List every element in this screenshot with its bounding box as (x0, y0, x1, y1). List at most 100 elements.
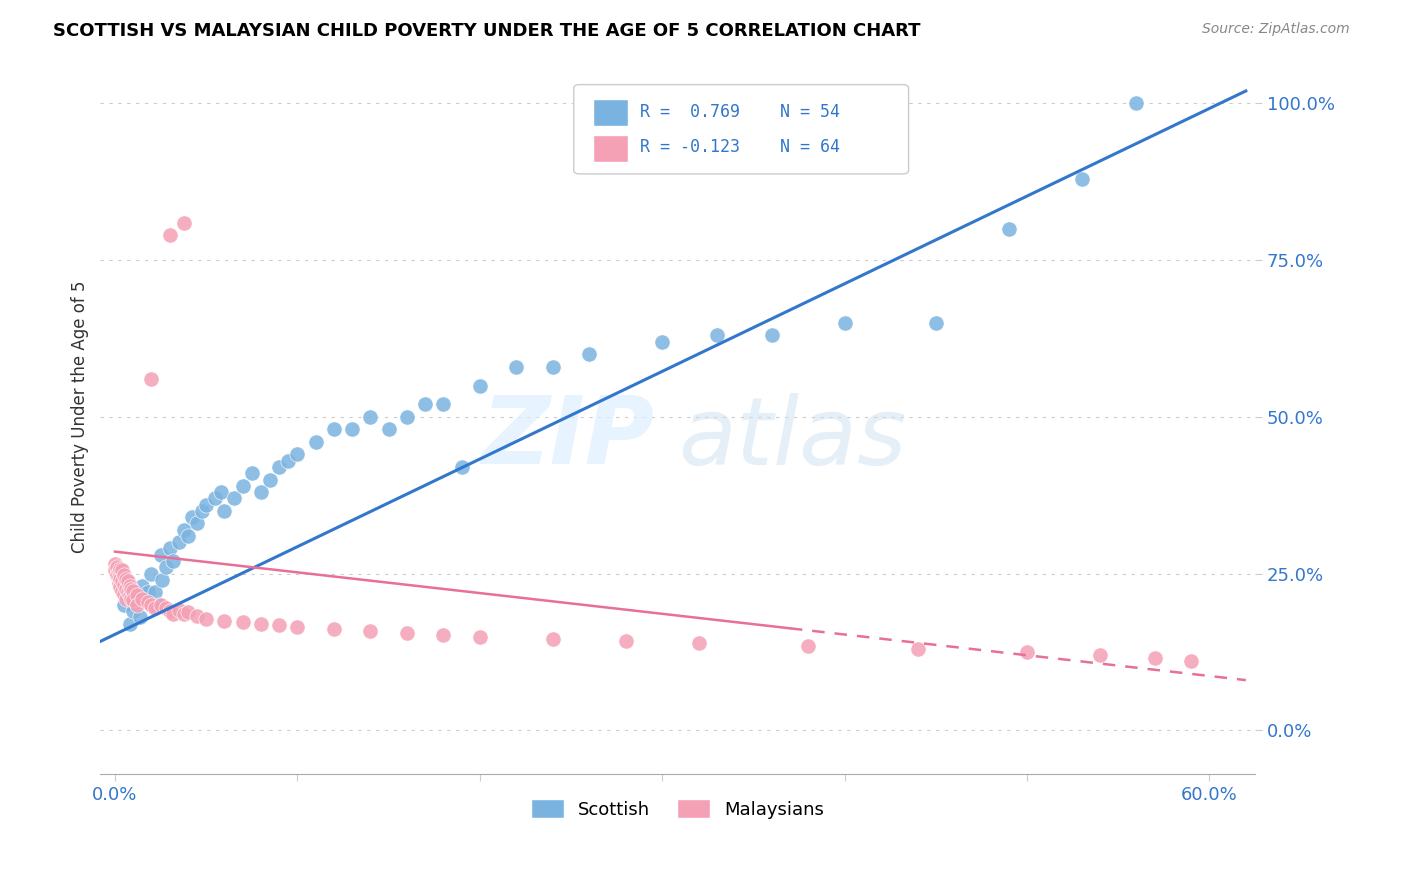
Point (1070, 171, 1092, 186)
Point (111, 574, 134, 588)
Point (232, 479, 254, 493)
Point (304, 434, 326, 449)
Point (141, 566, 163, 581)
Point (105, 567, 128, 582)
Text: R = -0.123    N = 64: R = -0.123 N = 64 (640, 138, 839, 156)
Point (112, 567, 135, 582)
Point (131, 591, 153, 606)
Point (112, 586, 135, 600)
Point (1125, 96, 1147, 111)
Point (159, 604, 181, 618)
Point (359, 624, 381, 639)
Point (131, 579, 153, 593)
Point (468, 378, 491, 392)
Point (322, 622, 344, 636)
Point (1180, 654, 1202, 668)
Point (322, 422, 344, 436)
Point (395, 409, 418, 424)
Point (159, 541, 181, 556)
Point (834, 316, 856, 330)
Bar (593, 135, 628, 161)
Point (112, 598, 135, 612)
Point (285, 620, 308, 634)
Point (115, 572, 138, 586)
Point (173, 607, 195, 622)
Point (195, 498, 218, 512)
Text: Source: ZipAtlas.com: Source: ZipAtlas.com (1202, 22, 1350, 37)
Point (505, 359, 527, 374)
Text: SCOTTISH VS MALAYSIAN CHILD POVERTY UNDER THE AGE OF 5 CORRELATION CHART: SCOTTISH VS MALAYSIAN CHILD POVERTY UNDE… (53, 22, 921, 40)
Point (104, 563, 127, 577)
Y-axis label: Child Poverty Under the Age of 5: Child Poverty Under the Age of 5 (72, 281, 89, 553)
Point (250, 485, 273, 500)
Point (541, 632, 564, 647)
Point (413, 397, 436, 411)
Point (285, 447, 308, 461)
Point (907, 641, 929, 656)
Point (122, 604, 145, 618)
Point (180, 510, 202, 524)
Point (141, 372, 163, 386)
Point (167, 535, 190, 549)
Point (143, 601, 166, 615)
Point (269, 618, 291, 632)
Text: ZIP: ZIP (482, 392, 655, 484)
Point (110, 572, 132, 586)
Point (1015, 645, 1038, 659)
Point (432, 628, 454, 642)
Point (177, 529, 200, 543)
Point (541, 359, 564, 374)
Point (125, 591, 148, 606)
Point (143, 585, 166, 599)
Point (204, 491, 226, 506)
Point (122, 584, 145, 599)
Point (191, 504, 214, 518)
Point (377, 422, 399, 436)
Text: R =  0.769    N = 54: R = 0.769 N = 54 (640, 103, 839, 120)
Point (232, 615, 254, 630)
Point (1088, 648, 1111, 662)
Point (250, 616, 273, 631)
Bar (593, 99, 628, 126)
Point (118, 589, 141, 603)
Point (115, 591, 138, 606)
Point (149, 598, 172, 612)
Point (259, 473, 281, 487)
Point (277, 454, 299, 468)
Point (107, 576, 129, 591)
Point (149, 548, 172, 562)
Point (222, 491, 245, 506)
Point (359, 409, 381, 424)
Point (136, 595, 159, 609)
Point (997, 222, 1019, 236)
Point (155, 601, 177, 615)
Point (148, 598, 170, 612)
Point (107, 570, 129, 584)
Point (578, 347, 600, 361)
Point (167, 603, 190, 617)
Point (107, 566, 129, 580)
FancyBboxPatch shape (574, 85, 908, 174)
Point (214, 504, 236, 518)
Point (125, 598, 148, 612)
Point (450, 460, 472, 475)
Point (155, 560, 177, 574)
Point (614, 634, 637, 648)
Point (688, 635, 710, 649)
Point (269, 460, 291, 475)
Point (105, 560, 128, 574)
Point (112, 578, 135, 592)
Point (1143, 651, 1166, 665)
Point (186, 609, 208, 624)
Point (125, 589, 148, 603)
Point (925, 316, 948, 330)
Point (162, 554, 184, 568)
Point (468, 631, 491, 645)
Point (214, 614, 236, 628)
Point (159, 228, 181, 243)
Point (432, 397, 454, 411)
Point (136, 585, 159, 599)
Point (111, 584, 134, 599)
Point (110, 561, 132, 575)
Text: atlas: atlas (678, 392, 905, 483)
